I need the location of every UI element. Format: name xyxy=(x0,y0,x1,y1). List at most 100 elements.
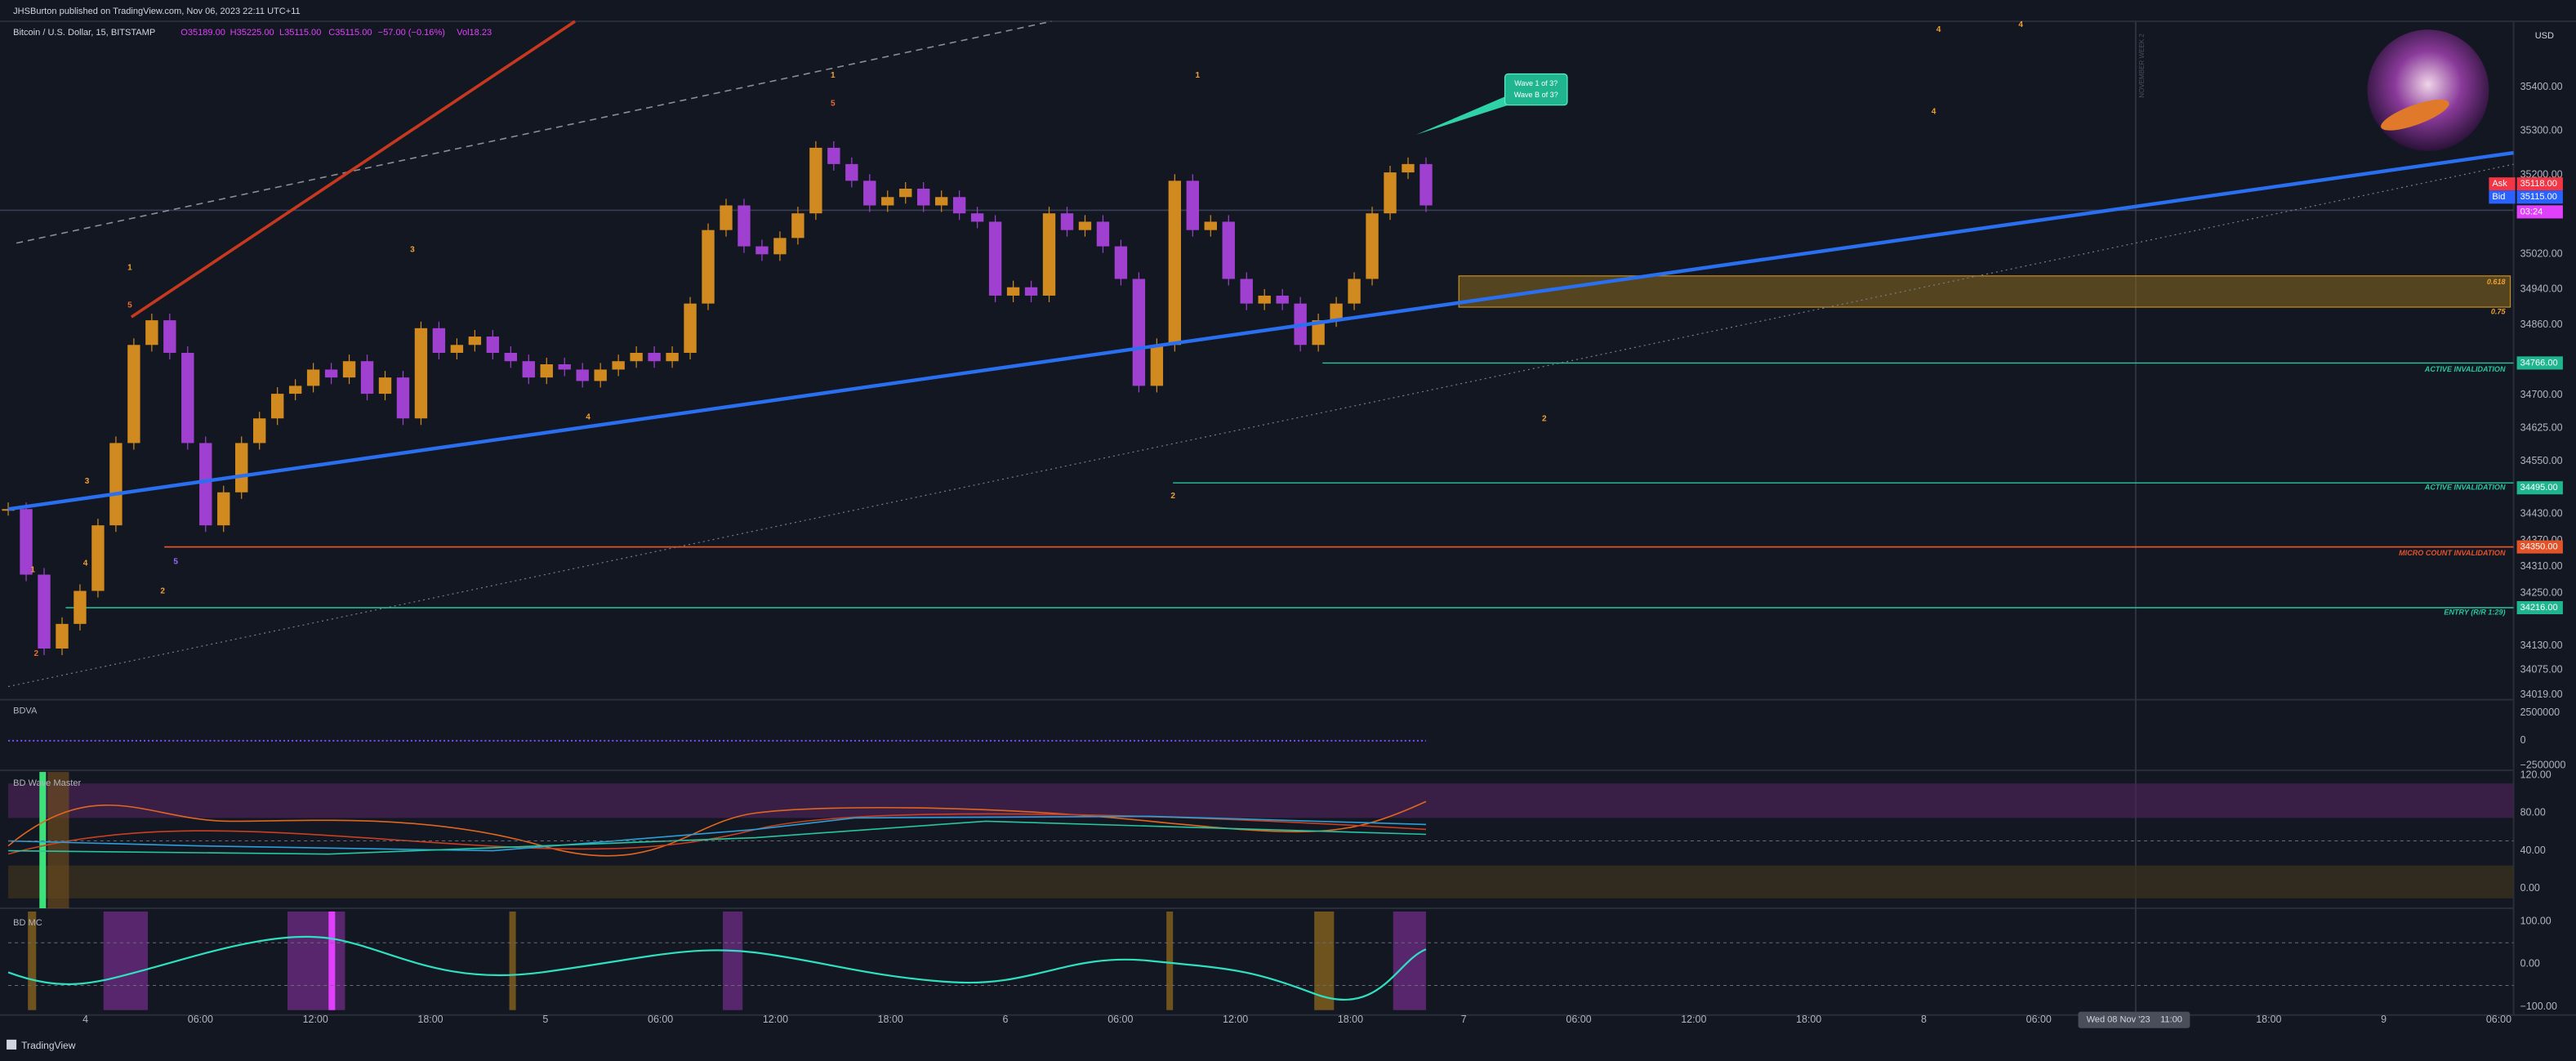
time-tick-label: 18:00 xyxy=(417,1014,443,1025)
mc-highlights xyxy=(28,912,1426,1010)
trend-line xyxy=(130,20,577,319)
wave-label: 5 xyxy=(831,99,836,108)
candle-body xyxy=(1258,295,1271,304)
wave-label: 4 xyxy=(1936,25,1941,34)
wave-label: 1 xyxy=(30,565,35,574)
wave-label: 1 xyxy=(127,263,132,272)
wave-label: 2 xyxy=(33,649,38,658)
candle-body xyxy=(630,352,643,362)
price-tag xyxy=(2516,540,2563,554)
candle-body xyxy=(1312,320,1325,345)
time-tick-label: 06:00 xyxy=(1566,1014,1591,1025)
time-tick-label: 18:00 xyxy=(1796,1014,1821,1025)
candle-body xyxy=(648,352,661,362)
time-tick-label: 06:00 xyxy=(2026,1014,2052,1025)
wave-label: 4 xyxy=(586,412,591,421)
price-tick-label: 34700.00 xyxy=(2520,389,2563,400)
candle-body xyxy=(899,189,912,198)
candle-body xyxy=(127,345,140,444)
axes: 35400.0035300.0035200.0035020.0034940.00… xyxy=(82,81,2565,1025)
wave-label: 1 xyxy=(831,71,836,80)
overbought-band xyxy=(8,783,2514,818)
candle-body xyxy=(970,213,984,222)
level-annotation: 0.75 xyxy=(2491,307,2507,315)
symbol-info: O35189.00 xyxy=(180,28,225,38)
candle-body xyxy=(666,352,679,362)
time-tick-label: 18:00 xyxy=(1338,1014,1363,1025)
price-tag-name xyxy=(2489,177,2516,191)
candle-body xyxy=(1419,163,1433,206)
candle-body xyxy=(1402,163,1415,173)
candle-body xyxy=(827,147,840,164)
price-tag xyxy=(2516,356,2563,370)
price-tick-label: 35200.00 xyxy=(2520,169,2563,181)
candle-body xyxy=(1042,213,1056,296)
candle-body xyxy=(450,345,464,353)
price-tag-name xyxy=(2489,190,2516,204)
publisher-line: JHSBurton published on TradingView.com, … xyxy=(13,7,301,16)
candle-body xyxy=(1150,345,1164,386)
symbol-info: −57.00 (−0.16%) xyxy=(378,28,445,38)
trend-line xyxy=(7,150,2514,511)
candle-body xyxy=(558,363,571,370)
indicator-name: BD MC xyxy=(13,918,42,928)
candle-body xyxy=(755,246,769,255)
indicator-tick-label: 0.00 xyxy=(2520,958,2540,970)
candle-body xyxy=(917,189,930,206)
time-tick-label: 12:00 xyxy=(763,1014,788,1025)
fib-zone xyxy=(1458,275,2511,308)
price-tag-value: 35118.00 xyxy=(2520,179,2557,189)
oscillator-lines xyxy=(7,800,1427,857)
time-tick-label: 12:00 xyxy=(1223,1014,1248,1025)
indicator-tick-label: 100.00 xyxy=(2520,915,2551,926)
candle-body xyxy=(486,337,500,353)
candle-body xyxy=(324,369,338,378)
time-tick-label: 5 xyxy=(542,1014,548,1025)
candle-body xyxy=(56,623,69,649)
time-tick-label: 18:00 xyxy=(2256,1014,2281,1025)
price-tag xyxy=(2516,481,2563,495)
channel-line xyxy=(16,20,1052,244)
crosshair-date-box xyxy=(2078,1011,2190,1028)
signal-bar xyxy=(39,772,47,908)
price-tag-value: 35115.00 xyxy=(2520,192,2557,202)
indicator-tick-label: 2500000 xyxy=(2520,707,2560,718)
candle-body xyxy=(1078,221,1092,230)
price-tick-label: 35300.00 xyxy=(2520,125,2563,136)
candle-body xyxy=(217,492,230,526)
candle-body xyxy=(2,509,15,511)
symbol-info: L35115.00 xyxy=(279,28,321,38)
candle-body xyxy=(738,205,751,247)
indicator-tick-label: 80.00 xyxy=(2520,807,2546,818)
candle-body xyxy=(522,361,535,378)
time-tick-label: 06:00 xyxy=(1108,1014,1133,1025)
price-tick-label: 34310.00 xyxy=(2520,560,2563,572)
price-tag-value: 03:24 xyxy=(2520,207,2543,216)
time-tick-label: 12:00 xyxy=(303,1014,328,1025)
candle-body xyxy=(1114,246,1128,279)
candle-body xyxy=(576,369,589,381)
candle-body xyxy=(1186,181,1199,230)
mc-line xyxy=(7,935,1427,1001)
candle-body xyxy=(1060,213,1074,230)
candle-body xyxy=(1132,279,1146,386)
candle-body xyxy=(109,443,123,526)
candle-body xyxy=(540,363,553,378)
callout-text: Wave B of 3? xyxy=(1514,91,1558,99)
indicator-name: BDVA xyxy=(13,707,38,716)
wave-label: 2 xyxy=(160,587,165,596)
candle-body xyxy=(252,418,266,444)
price-tick-label: 34075.00 xyxy=(2520,664,2563,675)
candle-body xyxy=(1384,172,1397,214)
wave-label: 1 xyxy=(1196,71,1201,80)
symbol-info: Vol18.23 xyxy=(457,28,492,38)
price-tick-label: 34430.00 xyxy=(2520,507,2563,519)
indicator-tick-label: 0.00 xyxy=(2520,882,2540,894)
candle-body xyxy=(773,238,787,255)
candle-body xyxy=(1168,181,1182,345)
symbol-info: C35115.00 xyxy=(328,28,372,38)
level-annotation: ENTRY (R/R 1:29) xyxy=(2444,608,2505,616)
